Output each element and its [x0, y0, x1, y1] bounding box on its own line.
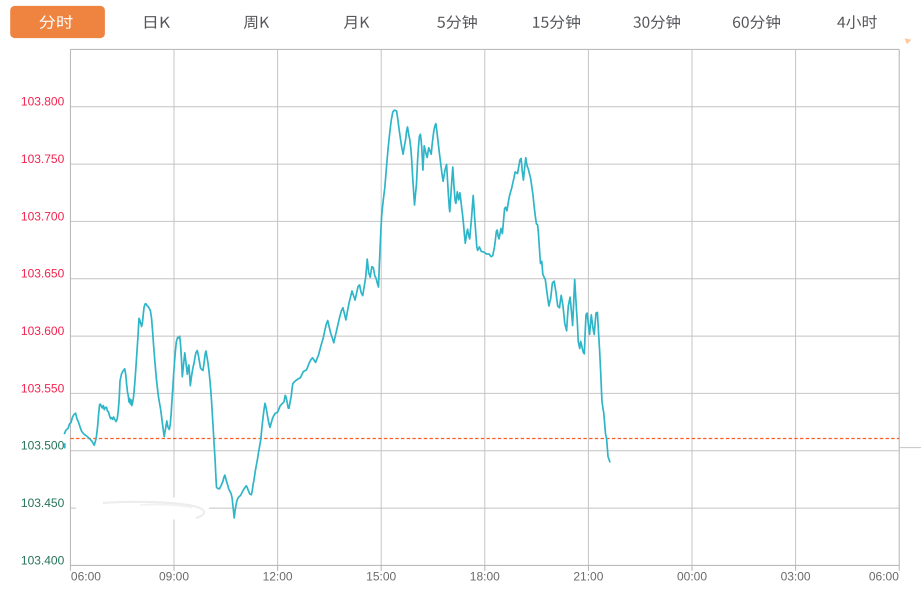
- svg-text:15:00: 15:00: [366, 569, 396, 583]
- svg-text:12:00: 12:00: [263, 569, 293, 583]
- svg-text:103.500: 103.500: [21, 439, 65, 453]
- svg-text:103.400: 103.400: [21, 553, 65, 567]
- svg-text:103.750: 103.750: [21, 152, 65, 166]
- svg-text:06:00: 06:00: [869, 569, 899, 583]
- svg-text:21:00: 21:00: [573, 569, 603, 583]
- svg-text:18:00: 18:00: [470, 569, 500, 583]
- svg-text:09:00: 09:00: [159, 569, 189, 583]
- svg-text:03:00: 03:00: [781, 569, 811, 583]
- svg-text:103.550: 103.550: [21, 381, 65, 395]
- svg-text:06:00: 06:00: [71, 569, 101, 583]
- svg-text:103.800: 103.800: [21, 95, 65, 109]
- svg-text:103.700: 103.700: [21, 209, 65, 223]
- svg-text:103.600: 103.600: [21, 324, 65, 338]
- svg-text:00:00: 00:00: [677, 569, 707, 583]
- svg-text:103.650: 103.650: [21, 267, 65, 281]
- svg-text:103.450: 103.450: [21, 496, 65, 510]
